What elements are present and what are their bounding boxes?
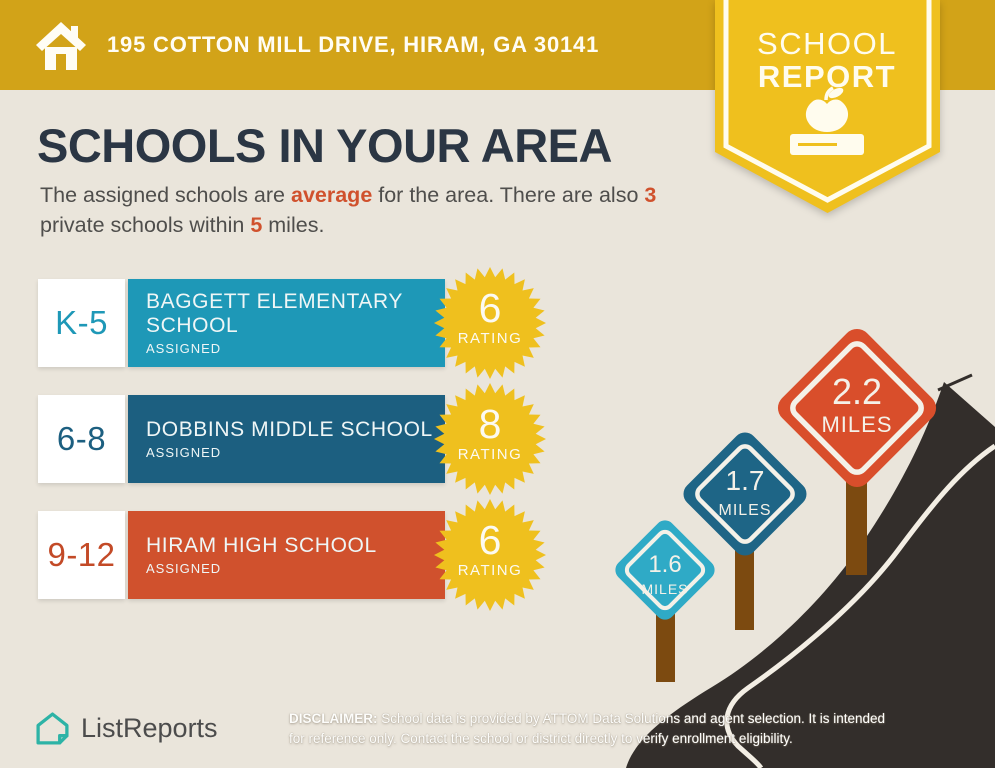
svg-text:RATING: RATING [458, 562, 523, 579]
sign-post [656, 600, 675, 682]
svg-text:1.6: 1.6 [648, 551, 681, 578]
rating-badge: 8 RATING [434, 383, 546, 495]
listreports-logo: ListReports [34, 710, 218, 747]
brand-name: ListReports [81, 713, 218, 743]
road-center-line [724, 443, 995, 768]
svg-text:6: 6 [479, 285, 502, 331]
school-bar: DOBBINS MIDDLE SCHOOL ASSIGNED [128, 395, 445, 483]
svg-text:1.7: 1.7 [726, 465, 765, 496]
svg-text:MILES: MILES [641, 581, 688, 597]
distance-sign-high: 2.2 MILES [777, 328, 937, 488]
highlight-average: average [290, 183, 373, 207]
svg-text:6: 6 [479, 517, 502, 563]
grade-range: K-5 [38, 279, 125, 367]
school-bar: HIRAM HIGH SCHOOL ASSIGNED [128, 511, 445, 599]
svg-text:8: 8 [479, 401, 502, 447]
school-name: HIRAM HIGH SCHOOL [146, 533, 377, 557]
house-icon [36, 22, 86, 70]
page-subtitle: The assigned schools are average for the… [40, 183, 657, 237]
svg-text:SCHOOL: SCHOOL [757, 26, 897, 61]
listreports-house-icon [36, 712, 69, 745]
highlight-private-count: 3 [644, 183, 657, 207]
svg-text:MILES: MILES [718, 502, 771, 519]
svg-text:RATING: RATING [458, 446, 523, 463]
disclaimer-text: DISCLAIMER: School data is provided by A… [289, 711, 886, 746]
sign-post [735, 540, 754, 630]
distance-sign-middle: 1.7 MILES [683, 432, 807, 556]
svg-text:2.2: 2.2 [832, 371, 882, 412]
school-name: DOBBINS MIDDLE SCHOOL [146, 417, 433, 441]
apple-on-book-icon [790, 86, 864, 155]
page-title: SCHOOLS IN YOUR AREA [37, 119, 612, 172]
road-shape [626, 382, 995, 768]
rating-badge: 6 RATING [434, 267, 546, 379]
property-address: 195 COTTON MILL DRIVE, HIRAM, GA 30141 [107, 32, 600, 57]
school-row-middle: 6-8 DOBBINS MIDDLE SCHOOL ASSIGNED 8 RAT… [38, 383, 598, 495]
highlight-radius: 5 [250, 212, 263, 237]
school-list: K-5 BAGGETT ELEMENTARY SCHOOL ASSIGNED 6… [38, 267, 598, 627]
school-status: ASSIGNED [146, 561, 222, 577]
school-status: ASSIGNED [146, 445, 222, 461]
svg-text:RATING: RATING [458, 330, 523, 347]
rating-badge: 6 RATING [434, 499, 546, 611]
school-bar: BAGGETT ELEMENTARY SCHOOL ASSIGNED [128, 279, 445, 367]
grade-range: 9-12 [38, 511, 125, 599]
svg-text:MILES: MILES [821, 412, 892, 437]
school-report-badge: SCHOOL REPORT [715, 0, 940, 213]
school-name: BAGGETT ELEMENTARY SCHOOL [146, 289, 403, 337]
road-tip-line [937, 373, 973, 392]
distance-sign-elementary: 1.6 MILES [615, 520, 715, 620]
school-row-elementary: K-5 BAGGETT ELEMENTARY SCHOOL ASSIGNED 6… [38, 267, 598, 379]
school-row-high: 9-12 HIRAM HIGH SCHOOL ASSIGNED 6 RATING [38, 499, 598, 611]
school-status: ASSIGNED [146, 341, 222, 357]
grade-range: 6-8 [38, 395, 125, 483]
svg-text:REPORT: REPORT [758, 59, 896, 94]
